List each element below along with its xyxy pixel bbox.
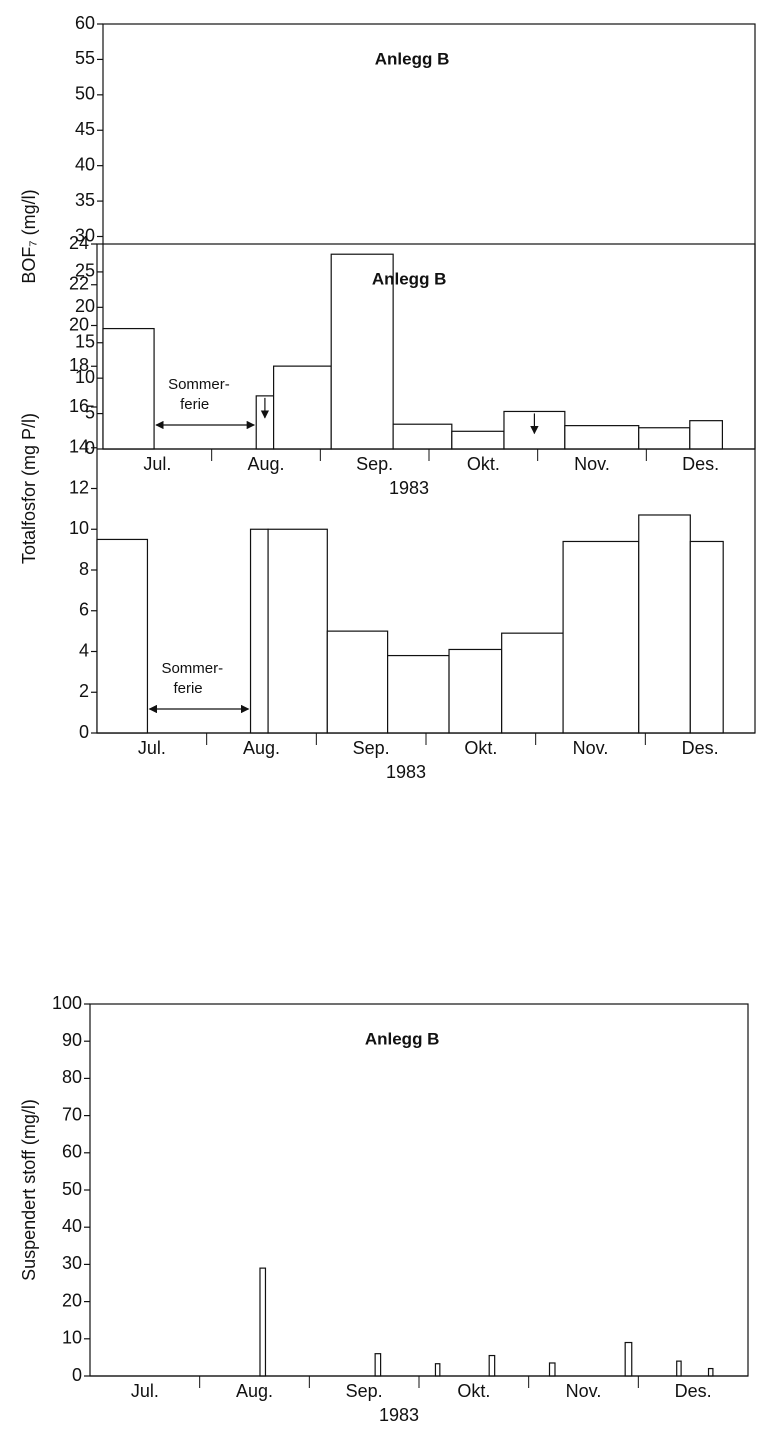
- y-tick-label: 20: [69, 314, 89, 334]
- bar: [387, 654, 450, 734]
- bar: [676, 1360, 682, 1377]
- y-tick-label: 60: [62, 1142, 82, 1162]
- x-axis-label: 1983: [389, 478, 429, 498]
- bar: [392, 423, 453, 450]
- x-tick-label: Des.: [682, 738, 719, 758]
- y-tick-label: 14: [69, 437, 89, 457]
- y-tick-label: 16: [69, 396, 89, 416]
- y-tick-label: 0: [79, 722, 89, 742]
- x-tick-label: Sep.: [356, 454, 393, 474]
- y-tick-label: 22: [69, 274, 89, 294]
- y-tick-label: 12: [69, 477, 89, 497]
- y-tick-label: 10: [75, 367, 95, 387]
- annotation: ferie: [173, 680, 202, 697]
- bar: [96, 538, 149, 734]
- bar: [689, 420, 723, 450]
- y-tick-label: 40: [62, 1216, 82, 1236]
- annotation: ferie: [180, 396, 209, 413]
- x-tick-label: Des.: [682, 454, 719, 474]
- bar: [374, 1353, 382, 1377]
- y-tick-label: 55: [75, 48, 95, 68]
- y-axis-label: Totalfosfor (mg P/l): [19, 413, 39, 564]
- x-tick-label: Okt.: [467, 454, 500, 474]
- x-tick-label: Aug.: [243, 738, 280, 758]
- y-tick-label: 30: [62, 1253, 82, 1273]
- y-tick-label: 15: [75, 332, 95, 352]
- y-tick-label: 24: [69, 233, 89, 253]
- x-tick-label: Sep.: [346, 1381, 383, 1401]
- x-tick-label: Nov.: [574, 454, 610, 474]
- y-tick-label: 10: [62, 1328, 82, 1348]
- bar: [326, 630, 389, 734]
- y-tick-label: 70: [62, 1104, 82, 1124]
- bar: [501, 632, 564, 734]
- bar: [707, 1367, 714, 1377]
- y-tick-label: 60: [75, 13, 95, 33]
- y-axis-label: Suspendert stoff (mg/l): [19, 1099, 39, 1281]
- chart-title: Anlegg B: [375, 49, 450, 68]
- annotation: Sommer-: [161, 660, 223, 677]
- y-tick-label: 4: [79, 640, 89, 660]
- bar: [689, 540, 724, 734]
- x-tick-label: Okt.: [457, 1381, 490, 1401]
- bar: [624, 1341, 633, 1377]
- y-tick-label: 50: [62, 1179, 82, 1199]
- bar: [564, 425, 640, 450]
- y-tick-label: 40: [75, 154, 95, 174]
- y-tick-label: 35: [75, 190, 95, 210]
- y-tick-label: 100: [52, 993, 82, 1013]
- bar: [273, 365, 332, 450]
- y-tick-label: 0: [72, 1365, 82, 1385]
- y-tick-label: 50: [75, 84, 95, 104]
- plot-frame: [89, 1003, 749, 1377]
- bar: [638, 427, 691, 450]
- y-tick-label: 2: [79, 681, 89, 701]
- y-tick-label: 20: [62, 1290, 82, 1310]
- chart-title: Anlegg B: [365, 1029, 440, 1048]
- bar: [488, 1354, 496, 1377]
- chart-title: Anlegg B: [372, 269, 447, 288]
- bar: [102, 327, 155, 450]
- x-axis-label: 1983: [386, 762, 426, 782]
- x-tick-label: Jul.: [131, 1381, 159, 1401]
- x-tick-label: Jul.: [143, 454, 171, 474]
- y-tick-label: 5: [85, 402, 95, 422]
- y-tick-label: 25: [75, 261, 95, 281]
- bar: [434, 1363, 441, 1377]
- x-axis-label: 1983: [379, 1405, 419, 1425]
- bar: [249, 528, 269, 734]
- x-tick-label: Des.: [675, 1381, 712, 1401]
- y-tick-label: 80: [62, 1067, 82, 1087]
- y-axis-label: BOF₇ (mg/l): [19, 189, 39, 283]
- y-tick-label: 45: [75, 119, 95, 139]
- bar: [451, 430, 505, 450]
- y-tick-label: 6: [79, 600, 89, 620]
- y-tick-label: 30: [75, 225, 95, 245]
- bar: [448, 648, 503, 734]
- bar: [548, 1362, 556, 1377]
- y-tick-label: 90: [62, 1030, 82, 1050]
- y-tick-label: 10: [69, 518, 89, 538]
- x-tick-label: Nov.: [573, 738, 609, 758]
- bar: [638, 514, 691, 734]
- x-tick-label: Sep.: [353, 738, 390, 758]
- x-tick-label: Okt.: [464, 738, 497, 758]
- x-tick-label: Aug.: [247, 454, 284, 474]
- x-tick-label: Aug.: [236, 1381, 273, 1401]
- annotation: Sommer-: [168, 376, 230, 393]
- bar: [562, 540, 640, 734]
- bar: [259, 1267, 267, 1377]
- bar: [267, 528, 328, 734]
- y-tick-label: 0: [85, 438, 95, 458]
- y-tick-label: 20: [75, 296, 95, 316]
- y-tick-label: 18: [69, 355, 89, 375]
- x-tick-label: Jul.: [138, 738, 166, 758]
- x-tick-label: Nov.: [566, 1381, 602, 1401]
- y-tick-label: 8: [79, 559, 89, 579]
- bar: [330, 253, 394, 450]
